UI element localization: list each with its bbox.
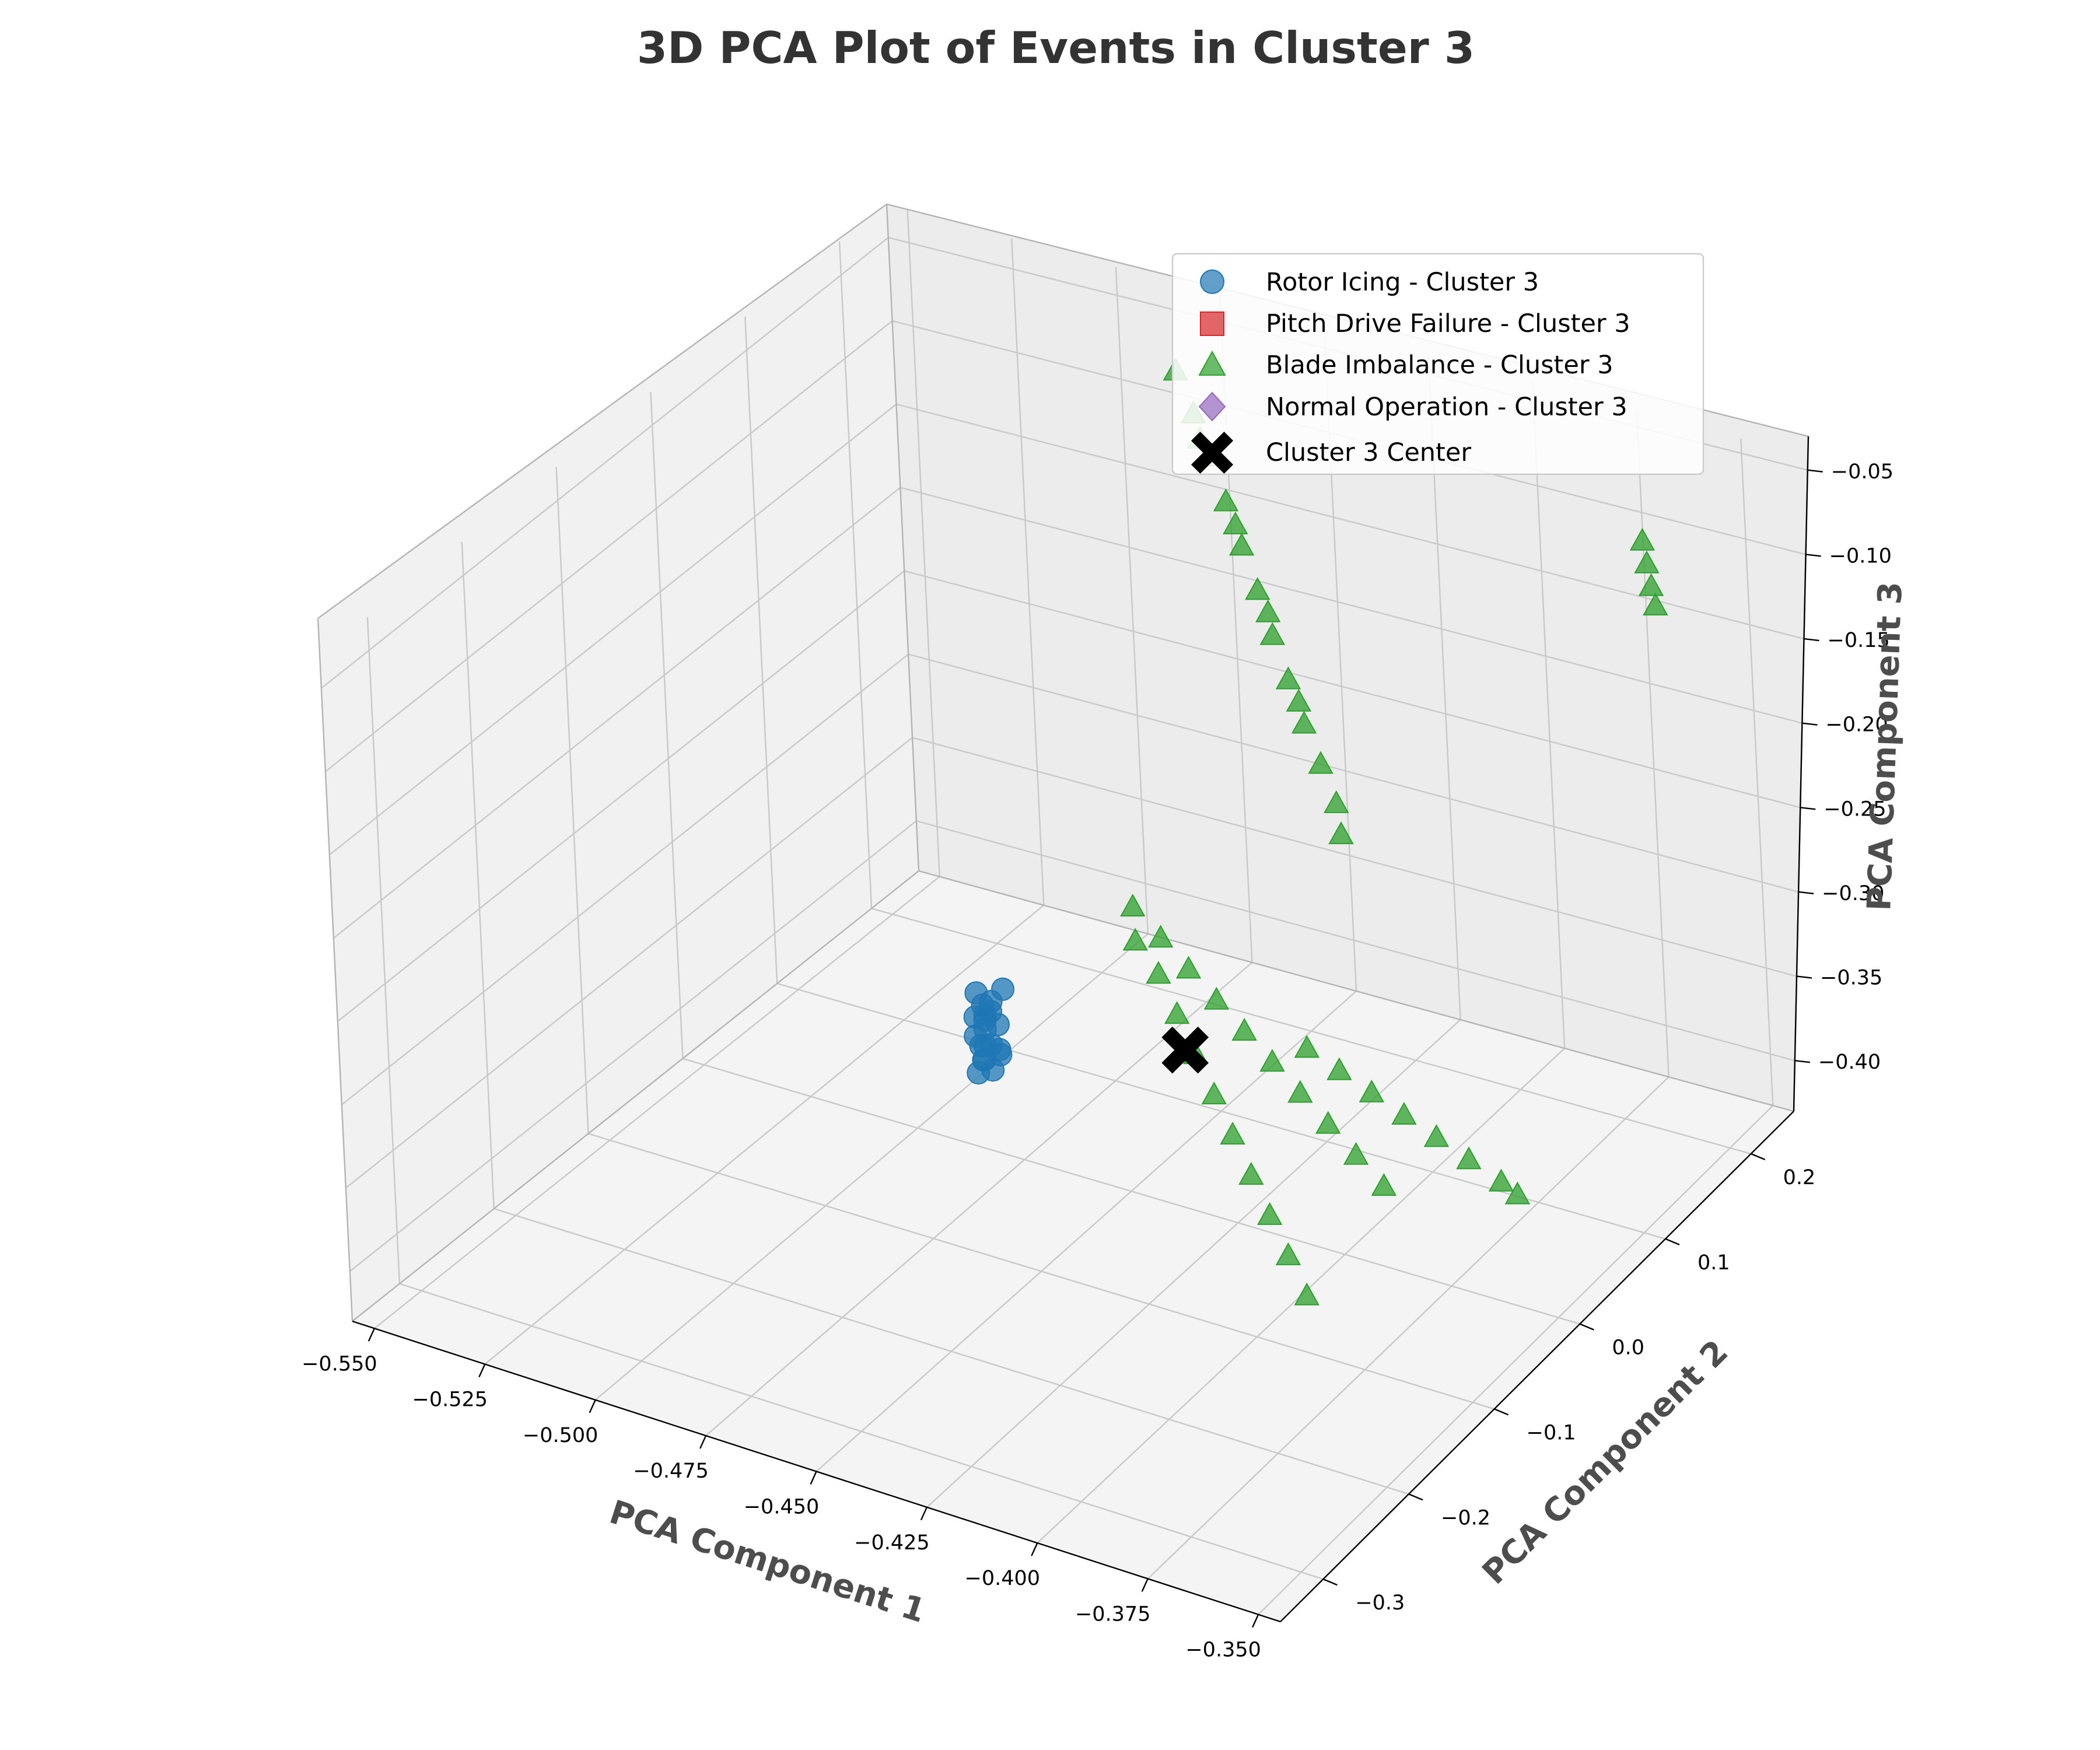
cluster-center-marker: [1161, 1026, 1209, 1074]
blade-imbalance-point: [1291, 710, 1317, 734]
legend-marker-square: [1200, 312, 1224, 336]
y-tick-label: 0.0: [1612, 1336, 1644, 1360]
chart-title: 3D PCA Plot of Events in Cluster 3: [637, 22, 1475, 74]
blade-imbalance-point: [1175, 956, 1202, 979]
x-tick-label: −0.525: [412, 1388, 488, 1412]
legend-marker-diamond: [1198, 391, 1226, 422]
blade-imbalance-point: [1120, 894, 1146, 917]
blade-imbalance-point: [1275, 666, 1301, 690]
blade-imbalance-point: [1504, 1181, 1531, 1205]
blade-imbalance-point: [1231, 1017, 1257, 1041]
blade-imbalance-point: [1203, 986, 1230, 1010]
z-tick-label: −0.25: [1824, 797, 1886, 821]
z-tick-label: −0.30: [1822, 882, 1884, 905]
blade-imbalance-point: [1201, 1082, 1227, 1105]
legend-marker-circle: [1200, 270, 1224, 294]
x-tick-label: −0.425: [854, 1531, 930, 1555]
x-tick-label: −0.550: [302, 1352, 377, 1376]
x-tick-label: −0.350: [1185, 1639, 1261, 1662]
legend-label-cluster-center: Cluster 3 Center: [1266, 438, 1471, 467]
z-tick-label: −0.15: [1828, 629, 1890, 652]
rotor-icing-point: [991, 977, 1015, 1001]
blade-imbalance-point: [1359, 1079, 1385, 1102]
blade-imbalance-point: [1147, 925, 1174, 948]
blade-imbalance-point: [1308, 751, 1334, 774]
legend: Rotor Icing - Cluster 3 Pitch Drive Fail…: [1171, 253, 1704, 475]
y-tick-label: 0.2: [1783, 1166, 1816, 1189]
blade-imbalance-point: [1213, 488, 1239, 512]
y-tick-label: 0.1: [1698, 1251, 1730, 1275]
z-tick-label: −0.35: [1820, 967, 1882, 990]
blade-imbalance-point: [1638, 573, 1664, 596]
blade-imbalance-point: [1315, 1111, 1341, 1134]
blade-imbalance-point: [1275, 1242, 1301, 1265]
blade-imbalance-point: [1238, 1161, 1264, 1185]
blade-imbalance-point: [1643, 592, 1668, 616]
legend-item-normal-operation: Normal Operation - Cluster 3: [1198, 391, 1628, 422]
rotor-icing-point: [981, 1058, 1005, 1082]
blade-imbalance-point: [1164, 1001, 1190, 1024]
blade-imbalance-point: [1488, 1168, 1514, 1192]
y-axis-line: [1280, 1111, 1794, 1622]
x-tick-label: −0.400: [965, 1567, 1041, 1590]
z-axis-ticks: −0.05 −0.10 −0.15 −0.20 −0.25 −0.30 −0.35 −0.40: [1794, 460, 1894, 1074]
z-tick-label: −0.40: [1818, 1051, 1881, 1074]
y-tick-label: −0.1: [1527, 1421, 1576, 1444]
blade-imbalance-point: [1259, 622, 1285, 645]
z-tick-label: −0.20: [1825, 713, 1888, 737]
legend-frame: [1171, 253, 1704, 475]
series-2: [1161, 1026, 1209, 1074]
blade-imbalance-point: [1256, 1202, 1283, 1225]
legend-item-rotor-icing: Rotor Icing - Cluster 3: [1200, 268, 1539, 297]
legend-marker-x: [1191, 431, 1234, 474]
legend-marker-triangle: [1198, 350, 1226, 376]
legend-label-rotor-icing: Rotor Icing - Cluster 3: [1266, 268, 1539, 297]
blade-imbalance-point: [1456, 1146, 1482, 1170]
z-axis-line: [1793, 436, 1810, 1112]
blade-imbalance-point: [1423, 1124, 1450, 1147]
blade-imbalance-point: [1343, 1142, 1369, 1165]
pane-left-wall: [318, 204, 919, 1321]
y-axis-ticks: −0.3 −0.2 −0.1 0.0 0.1 0.2: [1322, 1153, 1816, 1615]
legend-item-pitch-drive-failure: Pitch Drive Failure - Cluster 3: [1200, 309, 1630, 338]
x-tick-label: −0.375: [1075, 1602, 1151, 1626]
rotor-icing-point: [964, 981, 988, 1005]
x-tick-label: −0.475: [633, 1460, 709, 1483]
blade-imbalance-point: [1326, 1057, 1352, 1080]
legend-item-cluster-center: Cluster 3 Center: [1191, 431, 1471, 474]
blade-imbalance-point: [1328, 821, 1354, 845]
series-0: [963, 977, 1015, 1085]
rotor-icing-point: [963, 1005, 987, 1029]
blade-imbalance-point: [1286, 688, 1312, 712]
blade-imbalance-point: [1287, 1080, 1313, 1103]
legend-label-blade-imbalance: Blade Imbalance - Cluster 3: [1266, 351, 1614, 380]
x-tick-label: −0.500: [523, 1424, 598, 1447]
blade-imbalance-point: [1629, 527, 1656, 551]
y-tick-label: −0.2: [1441, 1506, 1490, 1530]
z-tick-label: −0.10: [1829, 544, 1892, 568]
z-tick-label: −0.05: [1831, 460, 1894, 484]
legend-item-blade-imbalance: Blade Imbalance - Cluster 3: [1198, 350, 1614, 380]
blade-imbalance-point: [1228, 533, 1255, 556]
blade-imbalance-point: [1634, 550, 1660, 573]
x-tick-label: −0.450: [744, 1496, 820, 1519]
blade-imbalance-point: [1255, 599, 1281, 622]
blade-imbalance-point: [1324, 790, 1349, 813]
blade-imbalance-point: [1294, 1035, 1320, 1058]
blade-imbalance-point: [1146, 961, 1171, 984]
blade-imbalance-point: [1259, 1049, 1285, 1072]
x-axis-ticks: −0.550 −0.525 −0.500 −0.475 −0.450 −0.425 −0.4…: [302, 1328, 1261, 1662]
blade-imbalance-point: [1122, 928, 1148, 951]
y-tick-label: −0.3: [1355, 1591, 1405, 1615]
blade-imbalance-point: [1391, 1101, 1417, 1125]
blade-imbalance-point: [1220, 1121, 1245, 1145]
blade-imbalance-point: [1371, 1172, 1397, 1196]
rotor-icing-point: [988, 1038, 1012, 1062]
blade-imbalance-point: [1294, 1282, 1320, 1306]
legend-label-pitch-drive-failure: Pitch Drive Failure - Cluster 3: [1266, 309, 1630, 338]
blade-imbalance-point: [1245, 577, 1270, 600]
legend-label-normal-operation: Normal Operation - Cluster 3: [1266, 393, 1628, 422]
blade-imbalance-point: [1223, 511, 1248, 535]
